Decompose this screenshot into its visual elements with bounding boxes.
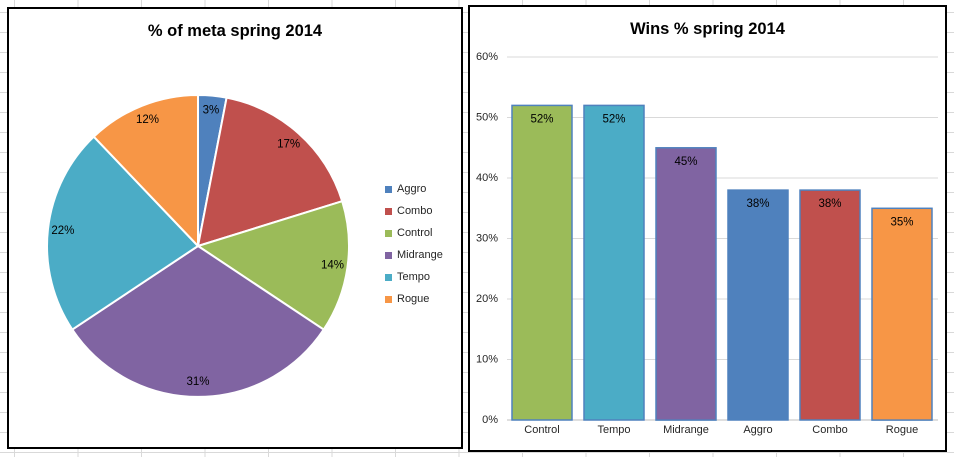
pie-slice-label: 3% — [203, 105, 220, 117]
y-axis-tick-label: 60% — [476, 51, 498, 63]
pie-chart-plot-area[interactable]: 3% 17% 14% 31% 22% 12% — [9, 9, 461, 447]
x-axis-category-label: Tempo — [597, 424, 630, 436]
pie-slice-tempo[interactable] — [46, 135, 199, 331]
legend-item-control[interactable]: Control — [385, 227, 443, 239]
x-axis-category-label: Midrange — [663, 424, 709, 436]
pie-chart-panel[interactable]: % of meta spring 2014 3% 17% 14% 31% 22% 12% … — [7, 7, 463, 449]
pie-chart-title: % of meta spring 2014 — [147, 22, 323, 40]
bar-data-label: 52% — [530, 113, 553, 125]
bar-chart-panel[interactable]: Wins % spring 2014 0% 10% 20% 30% 40% 50% 60% 5… — [468, 5, 947, 452]
bar-chart-plot-area[interactable]: 0% 10% 20% 30% 40% 50% 60% 52% Control 52% Tempo 45… — [470, 7, 945, 450]
bar-midrange[interactable] — [655, 147, 717, 421]
bar-chart-title: Wins % spring 2014 — [630, 20, 785, 38]
y-axis-tick-label: 30% — [476, 233, 498, 245]
bar-data-label: 38% — [746, 198, 769, 210]
legend-label: Midrange — [397, 249, 443, 261]
pie-slice-label: 22% — [51, 225, 74, 237]
pie-chart-legend: Aggro Combo Control Midrange Tempo Rogue — [385, 183, 443, 315]
bar-data-label: 38% — [818, 198, 841, 210]
legend-item-midrange[interactable]: Midrange — [385, 249, 443, 261]
x-axis-category-label: Aggro — [743, 424, 772, 436]
legend-marker-icon — [385, 251, 392, 259]
legend-item-combo[interactable]: Combo — [385, 205, 443, 217]
bar-data-label: 52% — [602, 113, 625, 125]
bar-combo[interactable] — [799, 189, 861, 421]
pie-slice-rogue[interactable] — [92, 94, 199, 247]
y-axis-tick-label: 40% — [476, 172, 498, 184]
bar-data-label: 35% — [890, 216, 913, 228]
bar-tempo[interactable] — [583, 104, 645, 421]
y-axis-tick-label: 0% — [482, 414, 498, 426]
legend-label: Aggro — [397, 183, 427, 195]
y-axis-tick-label: 50% — [476, 112, 498, 124]
legend-label: Tempo — [397, 271, 431, 283]
pie-slice-label: 12% — [136, 114, 159, 126]
y-axis-tick-label: 20% — [476, 293, 498, 305]
y-axis-tick-label: 10% — [476, 354, 498, 366]
pie-slice-label: 17% — [277, 139, 300, 151]
pie-slice-midrange[interactable] — [71, 245, 325, 398]
bar-data-label: 45% — [674, 156, 697, 168]
legend-label: Control — [397, 227, 433, 239]
pie-slice-control[interactable] — [197, 200, 350, 331]
x-axis-category-label: Control — [524, 424, 559, 436]
legend-label: Rogue — [397, 293, 430, 305]
pie-slice-label: 14% — [321, 259, 344, 271]
legend-marker-icon — [385, 185, 392, 193]
legend-item-tempo[interactable]: Tempo — [385, 271, 443, 283]
bar-aggro[interactable] — [727, 189, 789, 421]
pie-slice-combo[interactable] — [197, 96, 344, 247]
legend-marker-icon — [385, 295, 392, 303]
x-axis-category-label: Combo — [812, 424, 847, 436]
legend-marker-icon — [385, 273, 392, 281]
bar-rogue[interactable] — [871, 207, 933, 421]
pie-slice-label: 31% — [186, 376, 209, 388]
x-axis-category-label: Rogue — [886, 424, 918, 436]
legend-item-rogue[interactable]: Rogue — [385, 293, 443, 305]
legend-item-aggro[interactable]: Aggro — [385, 183, 443, 195]
legend-marker-icon — [385, 207, 392, 215]
legend-label: Combo — [397, 205, 433, 217]
bar-control[interactable] — [511, 104, 573, 421]
legend-marker-icon — [385, 229, 392, 237]
